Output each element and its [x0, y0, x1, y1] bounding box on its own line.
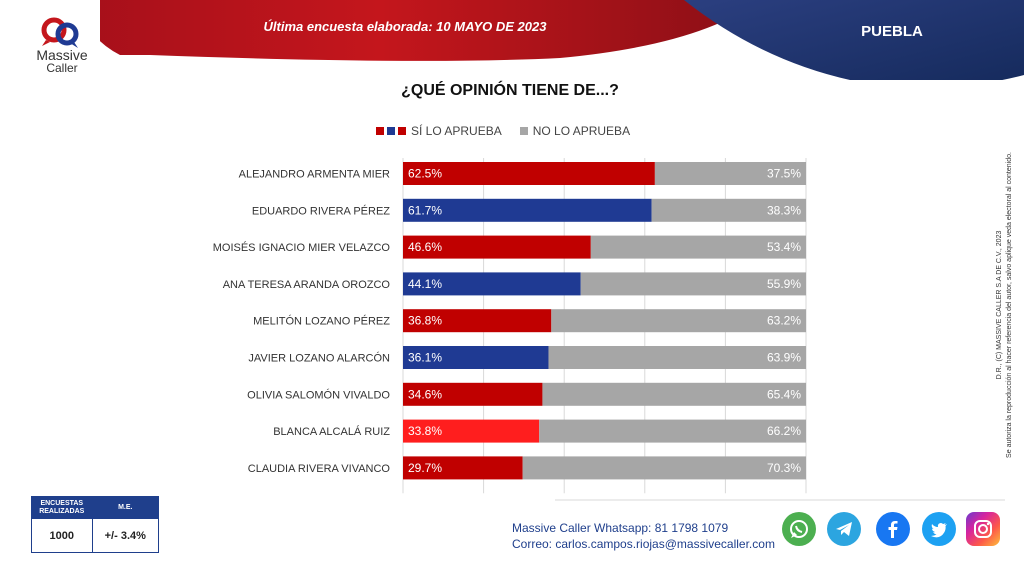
value-label-disapprove: 63.9% — [767, 351, 801, 365]
category-label: EDUARDO RIVERA PÉREZ — [252, 204, 390, 217]
bar-approve — [403, 419, 540, 443]
chart-title: ¿QUÉ OPINIÓN TIENE DE...? — [401, 82, 619, 99]
bar-approve — [403, 198, 652, 222]
value-label-approve: 36.8% — [408, 314, 442, 328]
value-label-disapprove: 38.3% — [767, 203, 801, 217]
facebook-icon[interactable] — [876, 512, 910, 546]
value-label-approve: 29.7% — [408, 461, 442, 475]
value-label-approve: 62.5% — [408, 167, 442, 181]
value-label-disapprove: 53.4% — [767, 240, 801, 254]
copyright-note: D.R., (C) MASSIVE CALLER S.A DE C.V., 20… — [995, 150, 1015, 460]
value-label-approve: 44.1% — [408, 277, 442, 291]
value-label-disapprove: 55.9% — [767, 277, 801, 291]
value-label-disapprove: 66.2% — [767, 424, 801, 438]
value-label-approve: 61.7% — [408, 203, 442, 217]
category-label: MELITÓN LOZANO PÉREZ — [253, 315, 390, 328]
stats-surveys-header: ENCUESTAS REALIZADAS — [32, 497, 93, 519]
bar-approve — [403, 235, 591, 259]
legend-swatch-red — [376, 127, 384, 135]
category-label: JAVIER LOZANO ALARCÓN — [248, 352, 390, 365]
chart-legend: SÍ LO APRUEBA NO LO APRUEBA — [376, 124, 648, 138]
red-swoosh — [0, 0, 760, 61]
email-contact[interactable]: Correo: carlos.campos.riojas@massivecall… — [512, 536, 775, 552]
stats-me-value: +/- 3.4% — [104, 529, 146, 542]
email-label: Correo: — [512, 537, 553, 551]
bar-approve — [403, 346, 549, 369]
whatsapp-contact[interactable]: Massive Caller Whatsapp: 81 1798 1079 — [512, 521, 729, 535]
telegram-icon[interactable] — [827, 512, 861, 546]
brand-name: Massive — [36, 47, 88, 63]
copyright-line-2: Se autoriza la reproducción al hacer ref… — [1006, 152, 1013, 458]
bar-disapprove — [590, 235, 806, 259]
bar-approve — [403, 309, 552, 333]
copyright-line-1: D.R., (C) MASSIVE CALLER S.A DE C.V., 20… — [996, 230, 1003, 380]
value-label-approve: 34.6% — [408, 387, 442, 401]
bar-disapprove — [551, 309, 806, 333]
bar-approve — [403, 162, 655, 185]
legend-approve-label: SÍ LO APRUEBA — [411, 124, 502, 138]
bar-disapprove — [522, 456, 806, 480]
bar-disapprove — [654, 162, 806, 185]
value-label-disapprove: 70.3% — [767, 461, 801, 475]
brand-sub: Caller — [46, 61, 78, 75]
region-label: PUEBLA — [861, 23, 923, 40]
blue-swoosh — [684, 0, 1024, 80]
instagram-icon[interactable] — [966, 512, 1000, 546]
category-label: CLAUDIA RIVERA VIVANCO — [248, 463, 391, 475]
bar-approve — [403, 382, 543, 406]
bar-disapprove — [580, 272, 806, 296]
legend-swatch-gray — [519, 127, 528, 135]
category-label: ALEJANDRO ARMENTA MIER — [239, 169, 390, 181]
value-label-approve: 46.6% — [408, 240, 442, 254]
category-label: OLIVIA SALOMÓN VIVALDO — [247, 388, 390, 401]
contact-info: Massive Caller Whatsapp: 81 1798 1079 Co… — [512, 520, 775, 552]
bar-disapprove — [548, 346, 806, 369]
bar-disapprove — [539, 419, 806, 443]
bar-disapprove — [542, 382, 806, 406]
value-label-disapprove: 65.4% — [767, 387, 801, 401]
stats-surveys-value: 1000 — [32, 519, 93, 552]
massive-caller-logo — [41, 17, 79, 48]
legend-swatch-blue — [387, 127, 395, 135]
bar-approve — [403, 456, 523, 480]
category-label: ANA TERESA ARANDA OROZCO — [223, 279, 391, 291]
value-label-approve: 36.1% — [408, 351, 442, 365]
email-address[interactable]: carlos.campos.riojas@massivecaller.com — [555, 537, 775, 551]
bar-disapprove — [651, 198, 806, 222]
category-label: BLANCA ALCALÁ RUIZ — [273, 425, 390, 438]
value-label-disapprove: 63.2% — [767, 314, 801, 328]
twitter-icon[interactable] — [922, 512, 956, 546]
stats-me-header: M.E. — [118, 504, 133, 511]
survey-stats-table: ENCUESTAS REALIZADAS M.E. 1000 +/- 3.4% — [31, 496, 159, 553]
value-label-approve: 33.8% — [408, 424, 442, 438]
bar-approve — [403, 272, 581, 296]
survey-date: Última encuesta elaborada: 10 MAYO DE 20… — [263, 19, 547, 34]
legend-disapprove-label: NO LO APRUEBA — [532, 124, 631, 138]
value-label-disapprove: 37.5% — [767, 167, 801, 181]
legend-swatch-red-2 — [398, 127, 406, 135]
whatsapp-icon[interactable] — [782, 512, 816, 546]
category-label: MOISÉS IGNACIO MIER VELAZCO — [213, 241, 391, 254]
